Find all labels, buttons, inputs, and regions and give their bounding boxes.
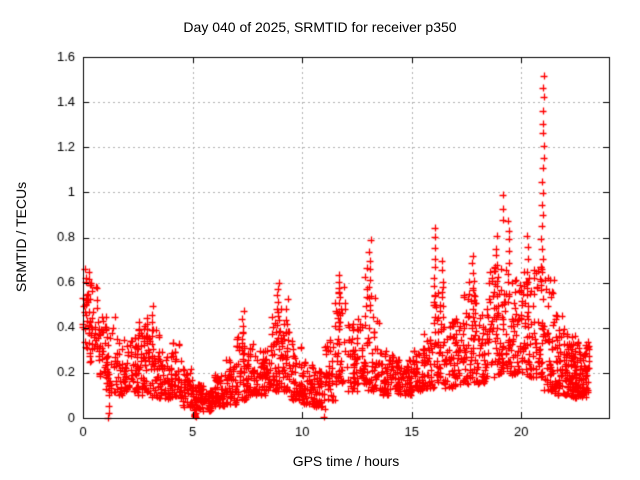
chart-title: Day 040 of 2025, SRMTID for receiver p35… [183, 19, 457, 35]
x-axis-label: GPS time / hours [292, 453, 400, 469]
y-axis-label: SRMTID / TECUs [13, 181, 29, 293]
